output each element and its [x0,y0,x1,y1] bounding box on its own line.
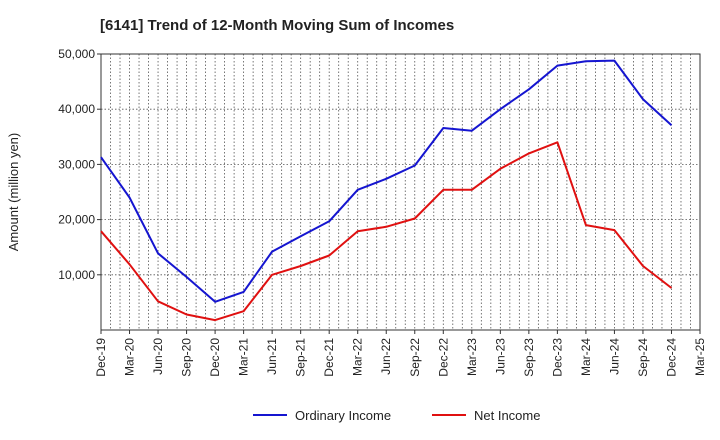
x-tick-label: Dec-20 [208,338,222,377]
x-tick-label: Jun-21 [265,338,279,375]
net-income-legend-label: Net Income [474,408,540,423]
x-tick-label: Jun-22 [379,338,393,375]
x-tick-label: Sep-24 [636,338,650,377]
axes: 10,000 20,000 30,000 40,000 50,000 Dec-19 Mar-… [58,47,707,377]
y-axis-label: Amount (million yen) [6,133,21,252]
series-lines [100,59,673,322]
x-tick-label: Sep-20 [180,338,194,377]
x-tick-label: Sep-22 [408,338,422,377]
legend: Ordinary Income Net Income [253,408,540,423]
x-tick-label: Jun-23 [493,338,507,375]
x-tick-label: Mar-24 [579,338,593,376]
x-tick-label: Mar-21 [237,338,251,376]
x-tick-label: Dec-19 [94,338,108,377]
x-tick-label: Mar-22 [351,338,365,376]
x-tick-label: Sep-21 [294,338,308,377]
ordinary-income-line [100,59,673,303]
x-tick-label: Sep-23 [522,338,536,377]
x-tick-label: Jun-20 [151,338,165,375]
ordinary-income-legend-label: Ordinary Income [295,408,391,423]
plot-frame [100,53,701,331]
chart-title: [6141] Trend of 12-Month Moving Sum of I… [100,17,454,34]
x-tick-label: Jun-24 [607,338,621,375]
y-tick-label: 10,000 [58,268,95,282]
y-tick-label: 50,000 [58,47,95,61]
x-tick-label: Dec-21 [322,338,336,377]
x-tick-label: Mar-20 [123,338,137,376]
x-tick-label: Mar-23 [465,338,479,376]
x-tick-label: Mar-25 [693,338,707,376]
y-tick-label: 20,000 [58,213,95,227]
grid-lines [101,53,700,330]
net-income-line [100,141,673,322]
x-tick-label: Dec-23 [550,338,564,377]
y-tick-label: 40,000 [58,102,95,116]
x-tick-label: Dec-24 [664,338,678,377]
y-tick-label: 30,000 [58,157,95,171]
x-tick-label: Dec-22 [436,338,450,377]
